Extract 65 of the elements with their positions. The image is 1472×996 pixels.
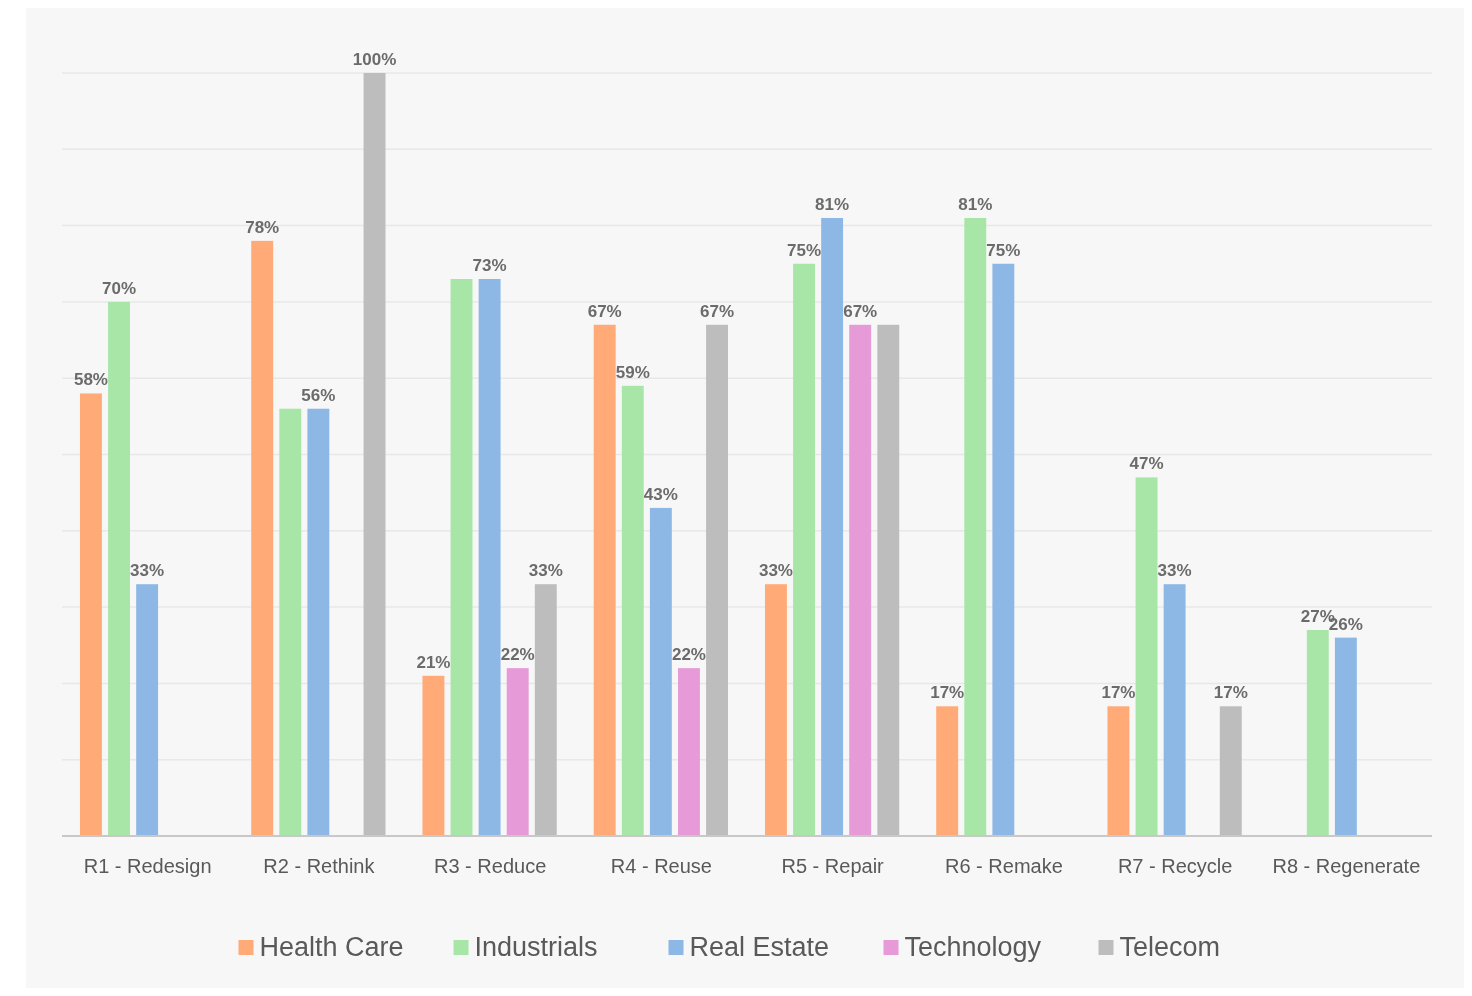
bar	[1334, 637, 1357, 836]
bar	[506, 668, 529, 836]
x-tick-label: R1 - Redesign	[83, 855, 212, 877]
x-tick-label: R6 - Remake	[944, 855, 1063, 877]
x-tick-label: R7 - Recycle	[1117, 855, 1233, 877]
bar	[251, 240, 274, 836]
data-label: 70%	[102, 278, 137, 298]
data-label: 47%	[1129, 454, 1164, 474]
bar	[1306, 629, 1329, 836]
data-label: 17%	[930, 683, 965, 703]
data-label: 33%	[130, 561, 165, 581]
x-tick-label: R4 - Reuse	[610, 855, 712, 877]
bar	[621, 385, 644, 836]
x-tick-label: R8 - Regenerate	[1272, 855, 1421, 877]
bar	[936, 706, 959, 836]
data-label: 22%	[500, 645, 535, 665]
bar	[793, 263, 815, 836]
bar	[764, 584, 787, 836]
legend-label: Telecom	[1119, 932, 1221, 962]
bar	[79, 393, 102, 836]
data-label: 58%	[73, 370, 108, 390]
legend-label: Technology	[904, 932, 1042, 962]
bar	[1107, 706, 1130, 836]
data-label: 59%	[615, 362, 650, 382]
bar	[849, 324, 872, 836]
data-label: 33%	[758, 561, 793, 581]
data-label: 81%	[815, 194, 850, 214]
data-label: 100%	[352, 50, 397, 69]
bar	[136, 584, 159, 836]
bar	[992, 263, 1015, 836]
data-label: 33%	[528, 561, 563, 581]
bar	[478, 279, 501, 836]
data-label: 81%	[958, 194, 993, 214]
bar	[821, 217, 844, 836]
x-tick-label: R5 - Repair	[781, 855, 885, 877]
data-label: 75%	[986, 240, 1021, 260]
bar	[307, 408, 330, 836]
bar	[593, 324, 616, 836]
data-label: 73%	[472, 256, 507, 276]
bar	[108, 301, 130, 836]
data-label: 67%	[700, 301, 735, 321]
bar	[279, 408, 302, 836]
bar	[964, 217, 987, 836]
data-label: 75%	[787, 240, 822, 260]
data-label: 17%	[1101, 683, 1136, 703]
data-label: 33%	[1157, 561, 1192, 581]
legend-label: Real Estate	[689, 932, 830, 962]
data-label: 22%	[671, 645, 706, 665]
data-label: 67%	[843, 301, 878, 321]
data-label: 67%	[587, 301, 622, 321]
bar	[649, 507, 672, 836]
data-label: 78%	[245, 217, 280, 237]
data-label: 17%	[1213, 683, 1248, 703]
bar	[450, 279, 473, 836]
bar	[677, 668, 700, 836]
bar	[1163, 584, 1186, 836]
data-label: 43%	[643, 484, 678, 504]
x-tick-label: R2 - Rethink	[263, 855, 376, 877]
bar	[1135, 477, 1158, 836]
data-label: 21%	[416, 652, 451, 672]
bar	[422, 675, 445, 836]
data-label: 56%	[301, 385, 336, 405]
x-tick-label: R3 - Reduce	[433, 855, 547, 877]
legend-label: Industrials	[474, 932, 598, 962]
legend-label: Health Care	[259, 932, 404, 962]
